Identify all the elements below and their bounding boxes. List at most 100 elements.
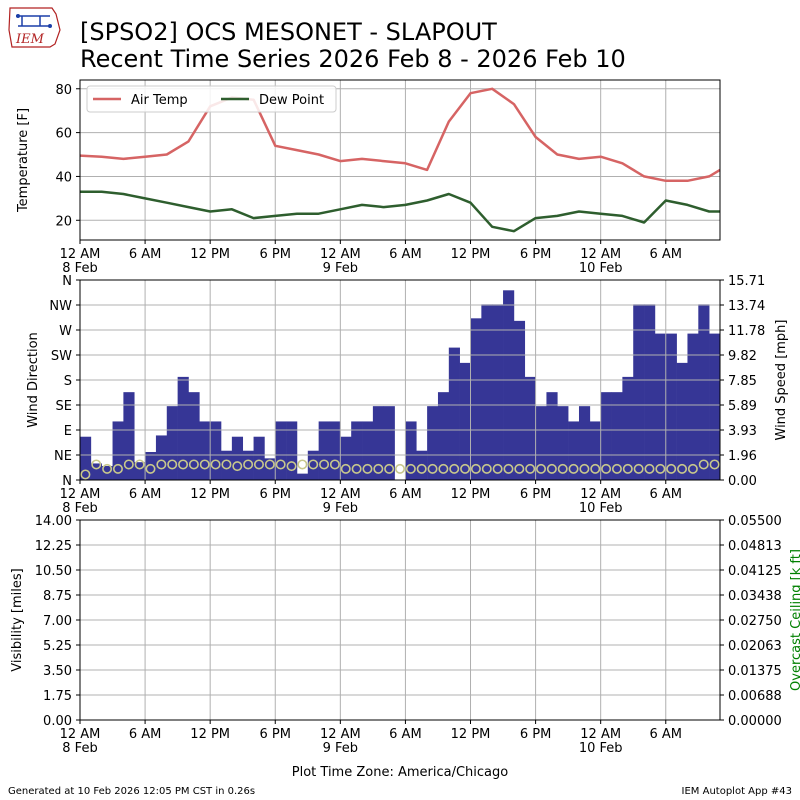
visibility-y-label: Visibility [miles]: [10, 568, 25, 671]
visibility-x-tick-label: 12 AM: [320, 727, 361, 742]
wind-panel: N NE E SE S SW W NW N 0.00 1.96 3.93 5.89 7.85 9.82 11…: [26, 274, 789, 516]
wind-speed-bar: [177, 376, 189, 480]
ceiling-tick-label: 0.02063: [728, 639, 782, 654]
visibility-tick-label: 1.75: [43, 689, 72, 704]
wind-direction-tick-label: E: [64, 424, 72, 439]
wind-x-tick-label: 12 PM: [190, 487, 230, 502]
wind-speed-bar: [578, 406, 591, 480]
wind-direction-marker: [622, 463, 633, 474]
wind-direction-marker: [557, 463, 568, 474]
wind-x-tick-date: 9 Feb: [323, 501, 358, 516]
wind-speed-bar: [90, 463, 102, 480]
ceiling-tick-label: 0.01375: [728, 664, 782, 679]
wind-speed-bar: [242, 450, 254, 480]
wind-direction-marker: [91, 459, 102, 470]
temperature-x-tick-label: 12 PM: [190, 247, 230, 262]
wind-speed-bar: [188, 392, 200, 480]
temperature-y-ticks: 20 40 60 80: [55, 83, 80, 229]
wind-direction-marker: [481, 463, 492, 474]
wind-direction-marker: [405, 463, 416, 474]
wind-speed-bar: [503, 290, 515, 480]
wind-direction-marker: [351, 463, 362, 474]
wind-direction-marker: [362, 463, 373, 474]
wind-speed-tick-label: 13.74: [728, 299, 765, 314]
visibility-tick-label: 12.25: [35, 539, 72, 554]
visibility-tick-label: 7.00: [43, 614, 72, 629]
visibility-x-tick-label: 12 PM: [190, 727, 230, 742]
wind-direction-marker: [329, 459, 340, 470]
temperature-y-tick-label: 20: [55, 214, 72, 229]
wind-direction-marker: [210, 459, 221, 470]
wind-speed-bars: [80, 290, 721, 480]
wind-direction-y-label: Wind Direction: [26, 332, 41, 428]
wind-direction-marker: [319, 459, 330, 470]
wind-direction-marker: [145, 463, 156, 474]
wind-direction-marker: [243, 459, 254, 470]
ceiling-tick-label: 0.02750: [728, 614, 782, 629]
wind-direction-marker: [460, 463, 471, 474]
wind-speed-bar: [513, 320, 526, 480]
wind-direction-marker: [232, 461, 243, 472]
visibility-panel: 0.001.753.505.257.008.7510.5012.2514.00 …: [10, 514, 800, 756]
wind-direction-marker: [394, 463, 405, 474]
wind-speed-tick-label: 5.89: [728, 399, 757, 414]
wind-speed-bar: [112, 421, 124, 480]
wind-speed-tick-label: 7.85: [728, 374, 757, 389]
temperature-legend: Air Temp Dew Point: [86, 85, 337, 113]
wind-direction-marker: [525, 463, 536, 474]
wind-direction-y-ticks: N NE E SE S SW W NW N: [49, 274, 80, 489]
wind-direction-marker: [123, 459, 134, 470]
wind-direction-marker: [644, 463, 655, 474]
wind-speed-y-label: Wind Speed [mph]: [774, 320, 789, 441]
wind-x-tick-date: 8 Feb: [62, 501, 97, 516]
legend-label-dew-point: Dew Point: [259, 93, 324, 108]
temperature-x-tick-label: 6 PM: [520, 247, 551, 262]
wind-speed-bar: [698, 304, 710, 480]
wind-direction-marker: [275, 459, 286, 470]
wind-speed-bar: [231, 436, 244, 480]
wind-direction-marker: [188, 459, 199, 470]
temperature-x-tick-label: 12 PM: [451, 247, 491, 262]
ceiling-tick-label: 0.05500: [728, 514, 782, 529]
temperature-x-tick-label: 12 AM: [320, 247, 361, 262]
wind-speed-bar: [546, 392, 558, 480]
temperature-y-tick-label: 80: [55, 83, 72, 98]
temperature-y-label: Temperature [F]: [16, 108, 31, 213]
wind-direction-marker: [677, 463, 688, 474]
wind-direction-marker: [416, 463, 427, 474]
wind-speed-bar: [437, 392, 450, 480]
wind-speed-tick-label: 15.71: [728, 274, 765, 289]
wind-direction-tick-label: SW: [51, 349, 72, 364]
wind-direction-marker: [384, 463, 395, 474]
temperature-x-tick-label: 6 AM: [650, 247, 683, 262]
wind-x-tick-label: 6 AM: [129, 487, 162, 502]
wind-speed-bar: [470, 318, 482, 480]
wind-direction-marker: [102, 463, 113, 474]
visibility-x-tick-label: 6 AM: [129, 727, 162, 742]
wind-direction-marker: [80, 469, 91, 480]
wind-direction-marker: [666, 463, 677, 474]
wind-x-tick-label: 12 AM: [60, 487, 101, 502]
chart-title-line2: Recent Time Series 2026 Feb 8 - 2026 Feb…: [80, 45, 626, 73]
wind-speed-y-ticks: 0.00 1.96 3.93 5.89 7.85 9.82 11.78 13.74 15.71: [720, 274, 765, 489]
wind-direction-tick-label: SE: [56, 399, 72, 414]
temperature-x-tick-label: 12 AM: [580, 247, 621, 262]
wind-speed-bar: [155, 435, 168, 480]
wind-direction-marker: [655, 463, 666, 474]
wind-speed-tick-label: 11.78: [728, 324, 765, 339]
wind-x-tick-label: 12 AM: [580, 487, 621, 502]
wind-direction-markers: [80, 459, 720, 480]
wind-speed-bar: [459, 362, 471, 480]
temperature-y-tick-label: 60: [55, 127, 72, 142]
dew-point-line: [80, 190, 720, 233]
wind-direction-marker: [514, 463, 525, 474]
wind-speed-bar: [318, 421, 330, 480]
wind-direction-marker: [178, 459, 189, 470]
wind-direction-tick-label: N: [62, 274, 72, 289]
wind-direction-marker: [156, 459, 167, 470]
wind-speed-bar: [145, 451, 157, 480]
wind-direction-marker: [427, 463, 438, 474]
